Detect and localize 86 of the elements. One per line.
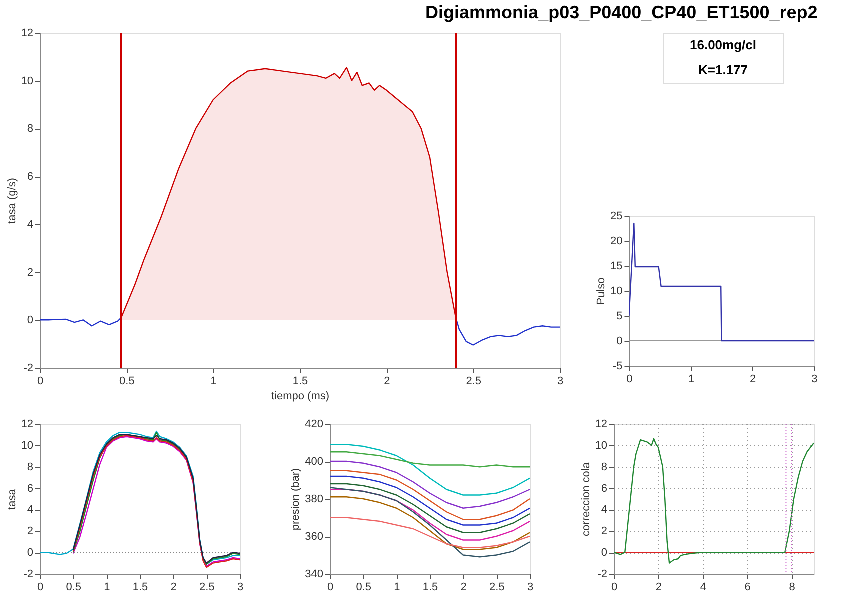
x-tick-label: 2.5: [466, 376, 482, 388]
line-series: [330, 470, 530, 520]
x-tick-label: 0.5: [120, 376, 135, 388]
line-series: [330, 517, 530, 548]
x-tick-label: 2: [460, 582, 467, 594]
y-tick-label: 4: [601, 504, 608, 516]
x-tick-label: 0: [327, 582, 334, 594]
y-tick-label: -2: [24, 568, 34, 580]
x-tick-label: 3: [237, 582, 244, 594]
x-tick-label: 2: [384, 376, 390, 388]
x-axis-title: tiempo (ms): [271, 390, 330, 402]
y-tick-label: 6: [27, 482, 34, 495]
line-series: [629, 222, 814, 342]
x-tick-label: 1.5: [292, 376, 308, 388]
y-tick-label: 10: [21, 440, 34, 452]
y-tick-label: 12: [21, 28, 34, 40]
x-tick-label: 0: [37, 376, 44, 388]
y-tick-label: 10: [595, 440, 608, 452]
y-tick-label: 6: [601, 482, 608, 495]
x-tick-label: 3: [812, 374, 818, 386]
y-tick-label: 340: [305, 568, 324, 580]
text: 16.00mg/cl: [690, 38, 756, 52]
text: Digiammonia_p03_P0400_CP40_ET1500_rep2: [426, 2, 818, 22]
y-tick-label: 360: [305, 531, 324, 543]
line-series: [330, 496, 530, 550]
y-tick-label: -2: [598, 568, 608, 580]
x-tick-label: 1: [394, 582, 400, 594]
x-tick-label: 1.5: [422, 582, 438, 594]
y-axis-title: correccion cola: [580, 462, 592, 536]
y-tick-label: 0: [601, 547, 608, 560]
x-tick-label: 3: [557, 376, 564, 388]
y-tick-label: 4: [27, 504, 34, 516]
y-tick-label: 12: [595, 418, 608, 430]
y-tick-label: 10: [610, 286, 623, 298]
x-tick-label: 8: [789, 582, 796, 594]
y-tick-label: 0: [27, 314, 34, 327]
y-tick-label: 8: [601, 461, 608, 474]
x-tick-label: 6: [744, 582, 751, 594]
x-tick-label: 4: [700, 582, 706, 594]
y-tick-label: 12: [21, 418, 34, 430]
line-series: [40, 430, 240, 565]
y-tick-label: 0: [616, 336, 623, 348]
text: K=1.177: [698, 62, 748, 78]
y-tick-label: 400: [305, 456, 324, 468]
y-tick-label: -5: [612, 360, 623, 372]
y-tick-label: 25: [610, 210, 623, 222]
y-tick-label: 6: [27, 171, 34, 184]
line-series: [330, 444, 530, 496]
line-series: [330, 460, 530, 509]
y-axis-title: Pulso: [595, 278, 608, 306]
y-tick-label: 20: [610, 236, 623, 248]
y-tick-label: 5: [616, 310, 623, 322]
x-tick-label: 1.5: [132, 582, 148, 594]
x-tick-label: 2.5: [200, 582, 215, 594]
y-tick-label: 8: [27, 461, 34, 474]
y-tick-label: 8: [27, 123, 34, 136]
x-tick-label: 0.5: [66, 582, 82, 594]
y-axis-title: tasa (g/s): [6, 178, 18, 224]
x-tick-label: 2: [750, 374, 756, 386]
line-series: [614, 438, 814, 564]
line-series: [330, 452, 530, 468]
x-tick-label: 2: [656, 582, 662, 594]
y-tick-label: 10: [21, 75, 34, 88]
x-tick-label: 1: [104, 582, 110, 594]
x-tick-label: 1: [688, 374, 694, 386]
x-tick-label: 1: [210, 376, 217, 388]
y-tick-label: 15: [610, 260, 623, 272]
y-tick-label: 0: [27, 547, 34, 560]
y-tick-label: 4: [27, 218, 34, 231]
y-tick-label: 2: [27, 526, 34, 538]
y-tick-label: -2: [24, 362, 34, 374]
y-tick-label: 420: [305, 418, 324, 430]
x-tick-label: 2.5: [490, 582, 505, 594]
y-tick-label: 2: [601, 526, 608, 538]
y-axis-title: presion (bar): [290, 468, 302, 531]
line-series: [330, 483, 530, 534]
x-tick-label: 0: [37, 582, 44, 594]
y-axis-title: tasa: [6, 488, 18, 510]
x-tick-label: 3: [527, 582, 534, 594]
line-series: [330, 476, 530, 526]
y-tick-label: 380: [305, 494, 324, 506]
x-tick-label: 2: [170, 582, 177, 594]
line-series: [330, 487, 530, 558]
x-tick-label: 0: [626, 374, 633, 386]
x-tick-label: 0.5: [356, 582, 372, 594]
y-tick-label: 2: [27, 266, 34, 279]
